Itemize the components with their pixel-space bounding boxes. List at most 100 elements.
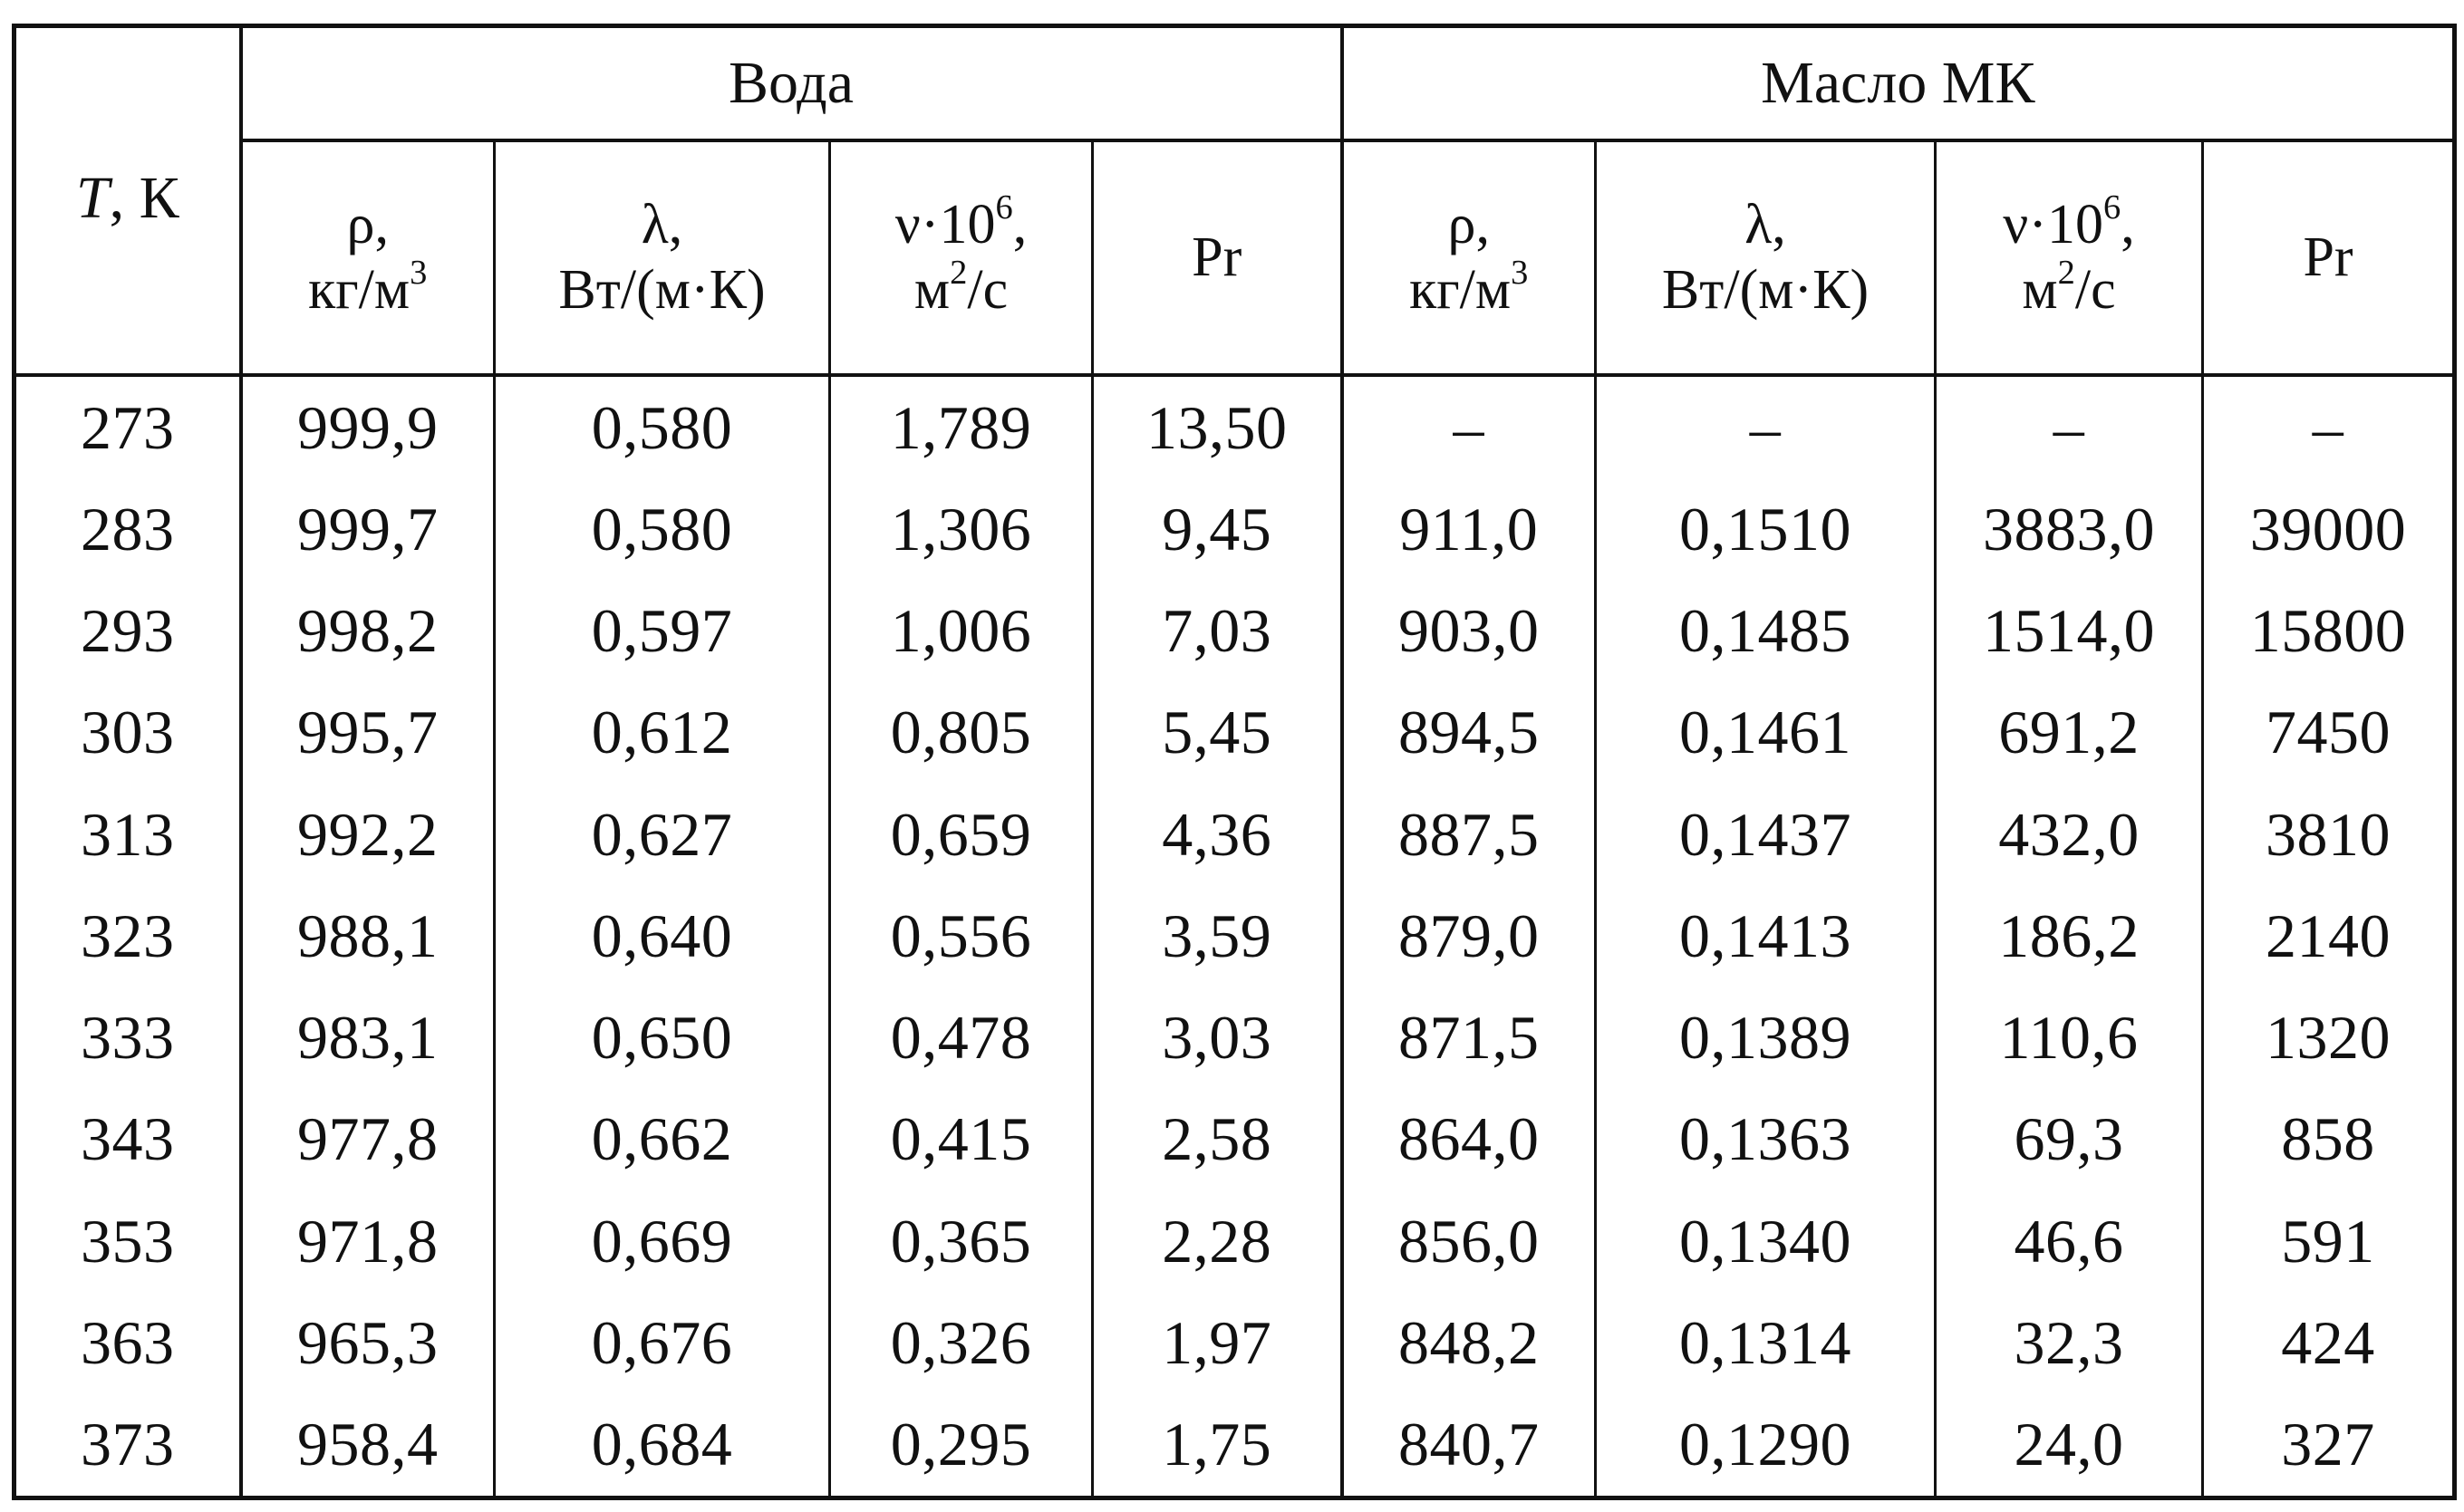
table-row: 303 995,7 0,612 0,805 5,45 894,5 0,1461 691,2 74…	[14, 681, 2455, 785]
oil-conductivity-cell: 0,1363	[1594, 1088, 1936, 1191]
oil-prandtl-cell: 327	[2200, 1393, 2455, 1498]
water-conductivity-cell: 0,597	[493, 580, 830, 682]
water-viscosity-cell: 1,789	[828, 375, 1093, 479]
oil-conductivity-header: λ, Вт/(м·К)	[1594, 140, 1936, 377]
oil-conductivity-cell: 0,1314	[1594, 1292, 1936, 1394]
water-density-cell: 995,7	[238, 681, 495, 785]
viscosity-unit: м2/с	[913, 253, 1009, 321]
water-prandtl-cell: 2,28	[1091, 1190, 1342, 1293]
water-density-cell: 971,8	[238, 1190, 495, 1293]
oil-viscosity-cell: 432,0	[1934, 784, 2203, 886]
water-prandtl-cell: 13,50	[1091, 375, 1342, 479]
table-row: 283 999,7 0,580 1,306 9,45 911,0 0,1510 3883,0 3…	[14, 478, 2455, 581]
water-prandtl-cell: 1,97	[1091, 1292, 1342, 1394]
table-row: 353 971,8 0,669 0,365 2,28 856,0 0,1340 46,6 591	[14, 1190, 2455, 1293]
viscosity-symbol: ν·106,	[2003, 188, 2135, 256]
oil-prandtl-header: Pr	[2200, 140, 2455, 377]
water-conductivity-cell: 0,676	[493, 1292, 830, 1394]
table-row: 343 977,8 0,662 0,415 2,58 864,0 0,1363 69,3 858	[14, 1088, 2455, 1191]
temperature-cell: 323	[81, 900, 175, 970]
water-density-cell: 998,2	[238, 580, 495, 682]
oil-conductivity-cell: 0,1485	[1594, 580, 1936, 682]
oil-conductivity-cell: 0,1437	[1594, 784, 1936, 886]
temperature-symbol: T	[75, 165, 110, 231]
water-prandtl-cell: 2,58	[1091, 1088, 1342, 1191]
oil-conductivity-cell: 0,1461	[1594, 681, 1936, 785]
water-prandtl-header: Pr	[1091, 140, 1342, 377]
water-conductivity-cell: 0,662	[493, 1088, 830, 1191]
oil-conductivity-cell: 0,1389	[1594, 987, 1936, 1089]
temperature-cell: 283	[81, 494, 175, 563]
conductivity-unit: Вт/(м·К)	[558, 258, 766, 321]
temperature-header: T, К	[14, 25, 241, 377]
oil-group-header: Масло МК	[1339, 25, 2455, 142]
oil-prandtl-cell: 858	[2200, 1088, 2455, 1191]
water-density-cell: 992,2	[238, 784, 495, 886]
oil-conductivity-cell: 0,1413	[1594, 885, 1936, 987]
water-conductivity-header: λ, Вт/(м·К)	[493, 140, 830, 377]
water-density-cell: 983,1	[238, 987, 495, 1089]
density-unit: кг/м3	[1409, 253, 1529, 321]
water-conductivity-cell: 0,669	[493, 1190, 830, 1293]
oil-prandtl-cell: 424	[2200, 1292, 2455, 1394]
table-row: 323 988,1 0,640 0,556 3,59 879,0 0,1413 186,2 21…	[14, 885, 2455, 987]
water-conductivity-cell: 0,684	[493, 1393, 830, 1498]
temperature-cell: 293	[81, 596, 175, 666]
water-viscosity-cell: 0,556	[828, 885, 1093, 987]
water-prandtl-cell: 5,45	[1091, 681, 1342, 785]
water-viscosity-cell: 0,295	[828, 1393, 1093, 1498]
oil-prandtl-cell: 2140	[2200, 885, 2455, 987]
water-density-cell: 988,1	[238, 885, 495, 987]
unit-header-row: ρ, кг/м3 λ, Вт/(м·К) ν·106, м2/с Pr ρ, к…	[14, 140, 2455, 377]
density-unit: кг/м3	[308, 253, 428, 321]
oil-viscosity-cell: –	[1934, 375, 2203, 479]
temperature-cell: 363	[81, 1308, 175, 1378]
oil-viscosity-cell: 110,6	[1934, 987, 2203, 1089]
viscosity-symbol: ν·106,	[894, 188, 1028, 256]
water-viscosity-cell: 1,306	[828, 478, 1093, 581]
temperature-cell: 353	[81, 1206, 175, 1276]
water-viscosity-cell: 0,365	[828, 1190, 1093, 1293]
oil-viscosity-cell: 46,6	[1934, 1190, 2203, 1293]
temperature-cell: 333	[81, 1003, 175, 1073]
water-viscosity-header: ν·106, м2/с	[828, 140, 1093, 377]
density-symbol: ρ,	[1447, 194, 1490, 256]
oil-prandtl-cell: 3810	[2200, 784, 2455, 886]
oil-density-cell: 871,5	[1339, 987, 1596, 1089]
water-density-cell: 999,7	[238, 478, 495, 581]
water-prandtl-cell: 9,45	[1091, 478, 1342, 581]
table-row: 363 965,3 0,676 0,326 1,97 848,2 0,1314 32,3 424	[14, 1292, 2455, 1394]
oil-density-cell: 903,0	[1339, 580, 1596, 682]
water-viscosity-cell: 0,478	[828, 987, 1093, 1089]
water-density-cell: 977,8	[238, 1088, 495, 1191]
oil-density-cell: 894,5	[1339, 681, 1596, 785]
table-row: 273 999,9 0,580 1,789 13,50– – – –	[14, 375, 2455, 479]
water-conductivity-cell: 0,580	[493, 478, 830, 581]
water-viscosity-cell: 0,415	[828, 1088, 1093, 1191]
water-conductivity-cell: 0,612	[493, 681, 830, 785]
water-conductivity-cell: 0,640	[493, 885, 830, 987]
water-prandtl-cell: 7,03	[1091, 580, 1342, 682]
water-density-cell: 965,3	[238, 1292, 495, 1394]
oil-conductivity-cell: 0,1510	[1594, 478, 1936, 581]
water-viscosity-cell: 0,326	[828, 1292, 1093, 1394]
oil-viscosity-cell: 32,3	[1934, 1292, 2203, 1394]
temperature-cell: 273	[81, 392, 175, 462]
viscosity-unit: м2/с	[2022, 253, 2116, 321]
oil-prandtl-cell: –	[2200, 375, 2455, 479]
conductivity-symbol: λ,	[641, 194, 683, 256]
oil-prandtl-cell: 39000	[2200, 478, 2455, 581]
properties-table: T, К Вода Масло МК ρ, кг/м3 λ, Вт/(м·К) …	[12, 24, 2458, 1500]
oil-density-cell: 856,0	[1339, 1190, 1596, 1293]
water-viscosity-cell: 0,659	[828, 784, 1093, 886]
conductivity-unit: Вт/(м·К)	[1661, 258, 1870, 321]
water-prandtl-cell: 3,59	[1091, 885, 1342, 987]
water-prandtl-cell: 3,03	[1091, 987, 1342, 1089]
water-prandtl-cell: 4,36	[1091, 784, 1342, 886]
oil-prandtl-cell: 1320	[2200, 987, 2455, 1089]
oil-viscosity-cell: 1514,0	[1934, 580, 2203, 682]
oil-viscosity-header: ν·106, м2/с	[1934, 140, 2203, 377]
oil-prandtl-cell: 15800	[2200, 580, 2455, 682]
water-density-cell: 958,4	[238, 1393, 495, 1498]
